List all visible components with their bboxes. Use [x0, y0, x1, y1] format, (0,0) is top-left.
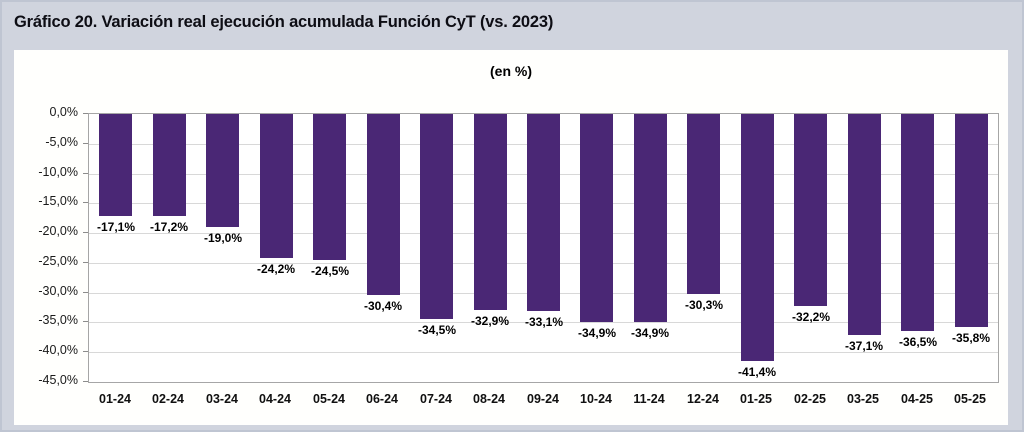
bar-value-label: -35,8%: [951, 331, 991, 345]
bar: [901, 114, 934, 331]
bar: [580, 114, 613, 322]
x-tick-label: 07-24: [420, 392, 452, 406]
bar-value-label: -37,1%: [844, 339, 884, 353]
bar: [955, 114, 988, 327]
x-tick-label: 08-24: [473, 392, 505, 406]
y-tick-label: -45,0%: [38, 373, 78, 387]
x-tick-label: 12-24: [687, 392, 719, 406]
bar: [848, 114, 881, 335]
y-tick-mark: [83, 262, 88, 263]
bar-value-label: -24,2%: [256, 262, 296, 276]
bar-value-label: -19,0%: [203, 231, 243, 245]
bar-value-label: -34,5%: [417, 323, 457, 337]
bar: [527, 114, 560, 311]
chart-panel: (en %) -17,1% -17,2% -19,0% -24,2% -24,5% -30…: [14, 50, 1008, 425]
y-tick-label: -25,0%: [38, 254, 78, 268]
x-tick-label: 01-24: [99, 392, 131, 406]
x-tick-label: 11-24: [633, 392, 665, 406]
bar-value-label: -30,3%: [684, 298, 724, 312]
y-tick-label: -15,0%: [38, 194, 78, 208]
gridline: [89, 352, 998, 353]
y-tick-mark: [83, 113, 88, 114]
bar: [206, 114, 239, 227]
plot-area: -17,1% -17,2% -19,0% -24,2% -24,5% -30,4% -34,…: [88, 113, 999, 383]
y-tick-label: -30,0%: [38, 284, 78, 298]
bar: [260, 114, 293, 258]
bar: [474, 114, 507, 310]
y-tick-label: 0,0%: [49, 105, 79, 119]
y-tick-mark: [83, 351, 88, 352]
bar-value-label: -17,2%: [149, 220, 189, 234]
y-tick-mark: [83, 292, 88, 293]
bar: [634, 114, 667, 322]
bar-value-label: -41,4%: [737, 365, 777, 379]
x-tick-label: 05-25: [954, 392, 986, 406]
bar-value-label: -24,5%: [310, 264, 350, 278]
x-tick-label: 03-24: [206, 392, 238, 406]
x-tick-label: 02-25: [794, 392, 826, 406]
y-tick-mark: [83, 143, 88, 144]
bar: [741, 114, 774, 361]
bar-value-label: -32,9%: [470, 314, 510, 328]
bar-value-label: -36,5%: [898, 335, 938, 349]
chart-subtitle: (en %): [490, 63, 532, 79]
x-tick-label: 05-24: [313, 392, 345, 406]
gridline: [89, 322, 998, 323]
bar: [794, 114, 827, 306]
y-tick-label: -40,0%: [38, 343, 78, 357]
x-tick-label: 10-24: [580, 392, 612, 406]
bar-value-label: -33,1%: [524, 315, 564, 329]
y-tick-label: -5,0%: [45, 135, 78, 149]
bar: [153, 114, 186, 216]
y-tick-mark: [83, 202, 88, 203]
bar-value-label: -34,9%: [577, 326, 617, 340]
bar: [99, 114, 132, 216]
x-tick-label: 01-25: [740, 392, 772, 406]
bar-value-label: -34,9%: [630, 326, 670, 340]
bar-value-label: -32,2%: [791, 310, 831, 324]
y-tick-mark: [83, 173, 88, 174]
bar: [367, 114, 400, 295]
bar-value-label: -17,1%: [96, 220, 136, 234]
bar-value-label: -30,4%: [363, 299, 403, 313]
chart-title: Gráfico 20. Variación real ejecución acu…: [14, 13, 554, 31]
x-tick-label: 02-24: [152, 392, 184, 406]
x-tick-label: 04-24: [259, 392, 291, 406]
x-tick-label: 03-25: [847, 392, 879, 406]
x-tick-label: 04-25: [901, 392, 933, 406]
y-tick-mark: [83, 232, 88, 233]
y-tick-mark: [83, 321, 88, 322]
bar: [687, 114, 720, 294]
bar: [313, 114, 346, 260]
y-tick-label: -35,0%: [38, 313, 78, 327]
bar: [420, 114, 453, 319]
x-tick-label: 09-24: [527, 392, 559, 406]
y-tick-mark: [83, 381, 88, 382]
x-tick-label: 06-24: [366, 392, 398, 406]
y-tick-label: -20,0%: [38, 224, 78, 238]
y-tick-label: -10,0%: [38, 165, 78, 179]
